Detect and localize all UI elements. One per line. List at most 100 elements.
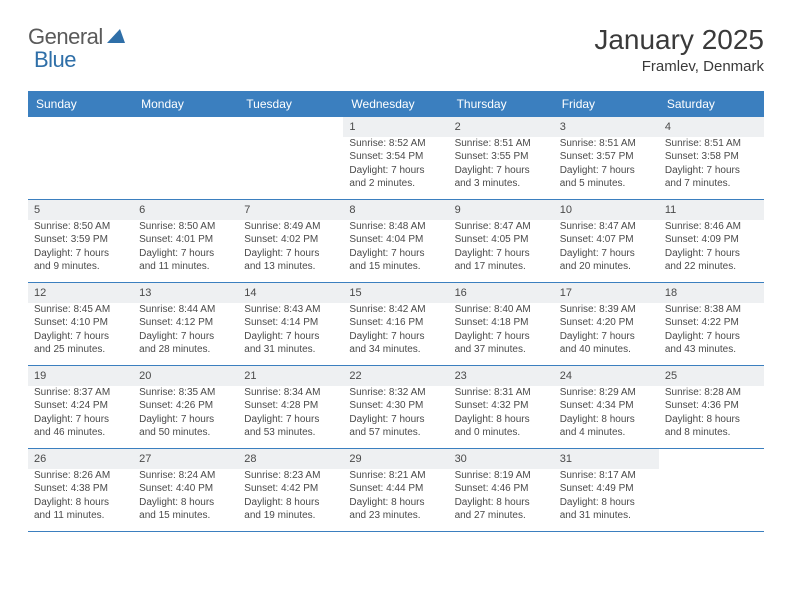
day-detail-line: Sunset: 4:38 PM <box>34 482 127 496</box>
day-detail-lines: Sunrise: 8:31 AMSunset: 4:32 PMDaylight:… <box>449 386 554 444</box>
day-detail-line: and 53 minutes. <box>244 426 337 440</box>
day-number: 7 <box>238 200 343 220</box>
day-detail-line: and 43 minutes. <box>665 343 758 357</box>
day-number: 15 <box>343 283 448 303</box>
day-detail-line: Sunrise: 8:19 AM <box>455 469 548 483</box>
day-detail-line: Sunrise: 8:50 AM <box>34 220 127 234</box>
calendar-cell: 22Sunrise: 8:32 AMSunset: 4:30 PMDayligh… <box>343 366 448 448</box>
day-detail-line: Sunrise: 8:21 AM <box>349 469 442 483</box>
day-detail-line: and 5 minutes. <box>560 177 653 191</box>
day-detail-line: Sunset: 4:49 PM <box>560 482 653 496</box>
day-detail-line: and 19 minutes. <box>244 509 337 523</box>
day-detail-line: Sunrise: 8:45 AM <box>34 303 127 317</box>
day-number: 11 <box>659 200 764 220</box>
day-detail-line: Daylight: 7 hours <box>560 330 653 344</box>
day-number: 29 <box>343 449 448 469</box>
calendar-cell: 17Sunrise: 8:39 AMSunset: 4:20 PMDayligh… <box>554 283 659 365</box>
day-number: 19 <box>28 366 133 386</box>
day-number: 6 <box>133 200 238 220</box>
day-detail-lines: Sunrise: 8:51 AMSunset: 3:58 PMDaylight:… <box>659 137 764 195</box>
day-detail-line: and 34 minutes. <box>349 343 442 357</box>
day-detail-line: Sunrise: 8:29 AM <box>560 386 653 400</box>
day-detail-line: and 31 minutes. <box>560 509 653 523</box>
day-detail-line: and 22 minutes. <box>665 260 758 274</box>
day-detail-line: Daylight: 8 hours <box>560 413 653 427</box>
calendar-cell: 15Sunrise: 8:42 AMSunset: 4:16 PMDayligh… <box>343 283 448 365</box>
day-detail-lines: Sunrise: 8:23 AMSunset: 4:42 PMDaylight:… <box>238 469 343 527</box>
day-detail-line: and 11 minutes. <box>139 260 232 274</box>
day-detail-line: Daylight: 7 hours <box>560 164 653 178</box>
day-detail-line: Sunrise: 8:51 AM <box>665 137 758 151</box>
day-number: 17 <box>554 283 659 303</box>
day-detail-lines: Sunrise: 8:43 AMSunset: 4:14 PMDaylight:… <box>238 303 343 361</box>
day-detail-lines: Sunrise: 8:45 AMSunset: 4:10 PMDaylight:… <box>28 303 133 361</box>
day-detail-line: Daylight: 7 hours <box>349 330 442 344</box>
day-detail-line: Daylight: 8 hours <box>139 496 232 510</box>
day-detail-line: Daylight: 7 hours <box>139 330 232 344</box>
day-detail-line: Daylight: 7 hours <box>244 413 337 427</box>
day-detail-line: Daylight: 7 hours <box>349 247 442 261</box>
day-detail-line: and 3 minutes. <box>455 177 548 191</box>
day-detail-line: Sunrise: 8:28 AM <box>665 386 758 400</box>
day-detail-line: Daylight: 7 hours <box>665 247 758 261</box>
day-detail-line: and 40 minutes. <box>560 343 653 357</box>
day-detail-line: Sunset: 4:09 PM <box>665 233 758 247</box>
day-detail-line: Sunrise: 8:47 AM <box>560 220 653 234</box>
day-detail-line: Sunrise: 8:39 AM <box>560 303 653 317</box>
day-detail-line: Daylight: 7 hours <box>139 413 232 427</box>
calendar-cell: 18Sunrise: 8:38 AMSunset: 4:22 PMDayligh… <box>659 283 764 365</box>
day-header: Tuesday <box>238 91 343 117</box>
calendar: SundayMondayTuesdayWednesdayThursdayFrid… <box>28 91 764 532</box>
day-detail-line: Sunset: 4:18 PM <box>455 316 548 330</box>
day-headers-row: SundayMondayTuesdayWednesdayThursdayFrid… <box>28 91 764 117</box>
day-detail-line: Sunrise: 8:17 AM <box>560 469 653 483</box>
day-detail-line: Daylight: 8 hours <box>455 496 548 510</box>
day-detail-line: Daylight: 8 hours <box>665 413 758 427</box>
day-detail-lines: Sunrise: 8:44 AMSunset: 4:12 PMDaylight:… <box>133 303 238 361</box>
day-detail-line: Sunset: 3:54 PM <box>349 150 442 164</box>
calendar-cell: 21Sunrise: 8:34 AMSunset: 4:28 PMDayligh… <box>238 366 343 448</box>
day-detail-line: Daylight: 7 hours <box>244 330 337 344</box>
day-number: 30 <box>449 449 554 469</box>
day-detail-line: and 13 minutes. <box>244 260 337 274</box>
calendar-cell: 31Sunrise: 8:17 AMSunset: 4:49 PMDayligh… <box>554 449 659 531</box>
calendar-week-row: 1Sunrise: 8:52 AMSunset: 3:54 PMDaylight… <box>28 117 764 200</box>
day-detail-line: Daylight: 7 hours <box>349 413 442 427</box>
calendar-week-row: 19Sunrise: 8:37 AMSunset: 4:24 PMDayligh… <box>28 366 764 449</box>
calendar-week-row: 26Sunrise: 8:26 AMSunset: 4:38 PMDayligh… <box>28 449 764 532</box>
day-detail-line: Sunrise: 8:23 AM <box>244 469 337 483</box>
day-detail-line: Sunset: 4:01 PM <box>139 233 232 247</box>
calendar-cell: 10Sunrise: 8:47 AMSunset: 4:07 PMDayligh… <box>554 200 659 282</box>
day-number: 27 <box>133 449 238 469</box>
day-detail-line: Sunrise: 8:43 AM <box>244 303 337 317</box>
day-number: 5 <box>28 200 133 220</box>
calendar-cell: 20Sunrise: 8:35 AMSunset: 4:26 PMDayligh… <box>133 366 238 448</box>
day-detail-line: Sunset: 4:16 PM <box>349 316 442 330</box>
day-number: 26 <box>28 449 133 469</box>
day-detail-line: and 7 minutes. <box>665 177 758 191</box>
calendar-week-row: 5Sunrise: 8:50 AMSunset: 3:59 PMDaylight… <box>28 200 764 283</box>
day-detail-line: Daylight: 8 hours <box>560 496 653 510</box>
day-detail-line: Sunset: 4:24 PM <box>34 399 127 413</box>
day-detail-line: Daylight: 7 hours <box>665 330 758 344</box>
day-number: 3 <box>554 117 659 137</box>
day-detail-lines: Sunrise: 8:47 AMSunset: 4:07 PMDaylight:… <box>554 220 659 278</box>
day-header: Friday <box>554 91 659 117</box>
day-detail-lines: Sunrise: 8:38 AMSunset: 4:22 PMDaylight:… <box>659 303 764 361</box>
title-block: January 2025 Framlev, Denmark <box>594 24 764 75</box>
calendar-cell: 28Sunrise: 8:23 AMSunset: 4:42 PMDayligh… <box>238 449 343 531</box>
page-header: General January 2025 Framlev, Denmark <box>28 24 764 75</box>
day-number: 18 <box>659 283 764 303</box>
day-detail-lines: Sunrise: 8:24 AMSunset: 4:40 PMDaylight:… <box>133 469 238 527</box>
logo-text-blue: Blue <box>34 47 76 73</box>
day-detail-line: Sunset: 4:07 PM <box>560 233 653 247</box>
calendar-cell: 6Sunrise: 8:50 AMSunset: 4:01 PMDaylight… <box>133 200 238 282</box>
day-detail-line: and 23 minutes. <box>349 509 442 523</box>
day-detail-line: Sunset: 4:42 PM <box>244 482 337 496</box>
day-detail-line: and 8 minutes. <box>665 426 758 440</box>
day-number: 28 <box>238 449 343 469</box>
day-detail-line: and 27 minutes. <box>455 509 548 523</box>
day-detail-lines: Sunrise: 8:51 AMSunset: 3:57 PMDaylight:… <box>554 137 659 195</box>
day-detail-lines: Sunrise: 8:50 AMSunset: 4:01 PMDaylight:… <box>133 220 238 278</box>
calendar-cell: 30Sunrise: 8:19 AMSunset: 4:46 PMDayligh… <box>449 449 554 531</box>
